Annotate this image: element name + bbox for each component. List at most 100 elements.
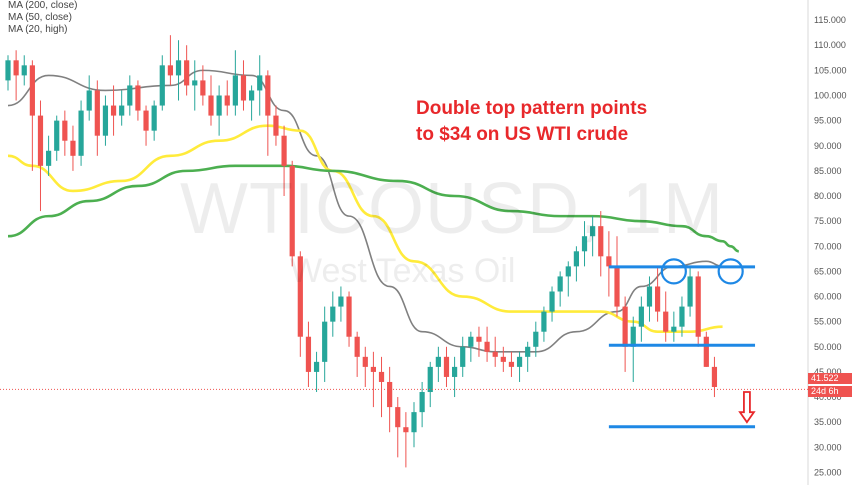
- candle-body: [208, 95, 214, 116]
- y-tick-label: 25.000: [814, 467, 842, 477]
- candle-body: [630, 326, 636, 347]
- y-tick-label: 70.000: [814, 241, 842, 251]
- candle-body: [500, 356, 506, 362]
- candle-body: [622, 306, 628, 347]
- last-price-label: 41.522: [808, 373, 852, 384]
- series-line-ma200: [7, 164, 739, 253]
- candle-body: [159, 65, 165, 106]
- y-tick-label: 60.000: [814, 292, 842, 302]
- y-tick-label: 110.000: [814, 40, 846, 50]
- y-tick-label: 35.000: [814, 417, 842, 427]
- candle-body: [54, 120, 60, 151]
- candle-body: [297, 256, 303, 337]
- candle-body: [86, 90, 92, 111]
- legend: MA (200, close) MA (50, close) MA (20, h…: [8, 0, 77, 36]
- candle-body: [476, 336, 482, 342]
- y-tick-label: 80.000: [814, 191, 842, 201]
- candle-body: [443, 356, 450, 377]
- candle-body: [184, 60, 190, 86]
- candle-body: [703, 336, 709, 367]
- candle-body: [427, 366, 433, 393]
- candle-body: [549, 291, 555, 312]
- candle-body: [313, 361, 320, 372]
- annotation-line-1: Double top pattern points: [416, 98, 648, 119]
- watermark-name: West Texas Oil: [290, 252, 516, 290]
- candle-body: [94, 90, 100, 136]
- candle-body: [590, 226, 596, 237]
- candle-body: [663, 311, 669, 332]
- candle-body: [484, 341, 490, 352]
- double-top-marker: [717, 258, 744, 285]
- candle-body: [403, 427, 409, 433]
- candle-countdown-label: 24d 6h: [808, 386, 852, 397]
- candle-body: [200, 80, 206, 96]
- candle-body: [573, 251, 579, 267]
- y-tick-label: 90.000: [814, 141, 842, 151]
- candle-body: [151, 105, 157, 131]
- candle-body: [581, 236, 588, 252]
- candle-body: [679, 306, 685, 327]
- y-tick-label: 40.000: [814, 392, 842, 402]
- candle-body: [224, 95, 230, 106]
- candle-body: [29, 65, 35, 116]
- y-tick-label: 105.000: [814, 65, 847, 75]
- candle-body: [516, 356, 523, 367]
- candle-body: [598, 226, 604, 257]
- chart-annotation: Double top pattern points to $34 on US W…: [416, 96, 647, 148]
- legend-item-ma200[interactable]: MA (200, close): [8, 0, 78, 11]
- candle-body: [110, 105, 117, 116]
- candle-body: [533, 331, 539, 347]
- candle-body: [655, 286, 661, 312]
- candle-body: [354, 336, 360, 357]
- candle-body: [62, 120, 68, 141]
- candle-body: [565, 266, 571, 277]
- candle-body: [175, 60, 182, 76]
- candle-body: [346, 296, 352, 337]
- candle-body: [557, 276, 563, 292]
- candle-body: [452, 366, 458, 377]
- candle-body: [240, 75, 247, 101]
- candle-body: [330, 306, 336, 322]
- candle-body: [265, 75, 271, 116]
- candle-body: [273, 115, 279, 136]
- candle-body: [468, 336, 474, 347]
- candle-body: [460, 346, 466, 367]
- candle-body: [411, 412, 417, 433]
- legend-item-ma50[interactable]: MA (50, close): [8, 12, 72, 23]
- candle-body: [695, 276, 701, 337]
- candle-body: [541, 311, 547, 332]
- candle-body: [143, 110, 149, 131]
- candle-body: [21, 65, 27, 76]
- y-tick-label: 95.000: [814, 116, 842, 126]
- y-tick-label: 30.000: [814, 442, 842, 452]
- candle-body: [46, 150, 52, 166]
- candle-body: [606, 256, 612, 267]
- candle-body: [638, 306, 644, 327]
- candle-body: [508, 361, 515, 367]
- y-tick-label: 50.000: [814, 342, 842, 352]
- candle-body: [378, 371, 385, 382]
- double-top-marker: [660, 258, 687, 285]
- candle-body: [249, 90, 255, 101]
- candle-body: [216, 95, 222, 116]
- candle-body: [232, 75, 238, 106]
- candle-body: [362, 356, 368, 367]
- y-tick-label: 45.000: [814, 367, 842, 377]
- candle-body: [671, 326, 677, 332]
- candle-body: [395, 407, 401, 428]
- candle-body: [167, 65, 173, 76]
- candle-body: [192, 80, 198, 86]
- candle-body: [135, 85, 141, 111]
- y-tick-label: 115.000: [814, 15, 846, 25]
- candle-body: [370, 366, 376, 372]
- candle-body: [70, 140, 76, 156]
- series-line-ma50: [7, 124, 723, 334]
- candle-body: [338, 296, 344, 307]
- candle-body: [127, 85, 133, 106]
- candle-body: [435, 356, 441, 367]
- candle-body: [13, 60, 19, 76]
- candle-body: [281, 135, 287, 166]
- legend-item-ma20[interactable]: MA (20, high): [8, 24, 68, 35]
